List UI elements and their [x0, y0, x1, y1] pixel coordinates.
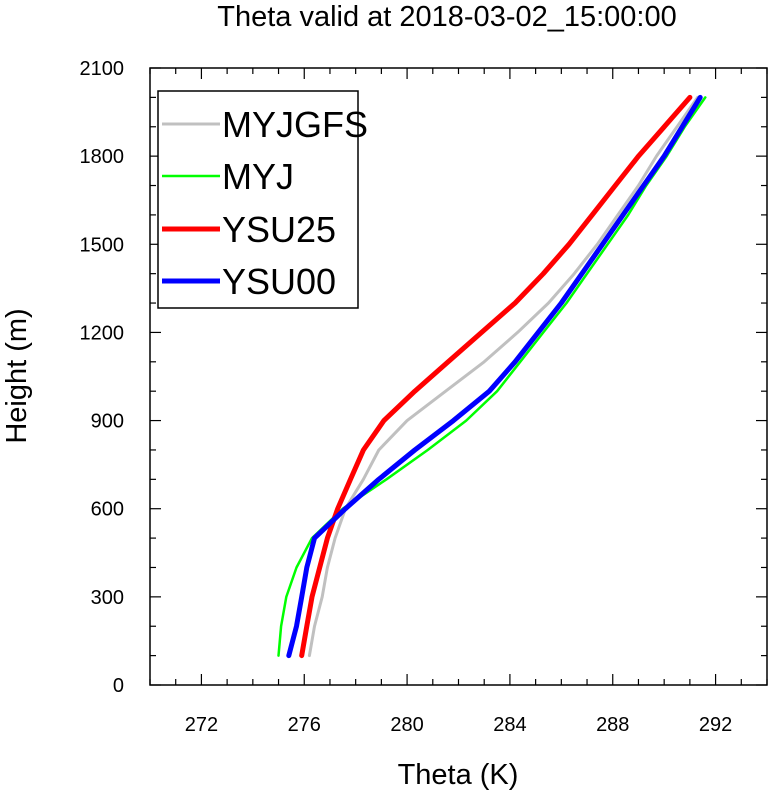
- y-tick-label: 300: [91, 587, 124, 609]
- legend: MYJGFS MYJ YSU25 YSU00: [157, 90, 368, 309]
- series-line-ysu25: [299, 94, 693, 659]
- y-tick-label: 1500: [80, 234, 125, 256]
- x-tick-label: 280: [390, 714, 423, 736]
- legend-label-ysu00: YSU00: [222, 261, 336, 302]
- series-line-ysu00: [286, 94, 703, 659]
- y-tick-label: 1200: [80, 322, 125, 344]
- legend-label-myjgfs: MYJGFS: [222, 104, 368, 145]
- y-axis-label: Height (m): [1, 308, 33, 443]
- x-tick-label: 276: [288, 714, 321, 736]
- y-tick-label: 600: [91, 499, 124, 521]
- x-tick-label: 292: [699, 714, 732, 736]
- legend-label-ysu25: YSU25: [222, 209, 336, 250]
- axis-ticks: [149, 67, 768, 686]
- axis-tick-labels: 272 276 280 284 288 292 0 300 600 900 1200 1500 1800…: [80, 58, 733, 736]
- legend-label-myj: MYJ: [222, 156, 294, 197]
- y-tick-label: 1800: [80, 146, 125, 168]
- series-lines: [277, 94, 707, 659]
- y-tick-label: 0: [113, 675, 124, 697]
- chart-title: Theta valid at 2018-03-02_15:00:00: [217, 1, 677, 33]
- x-tick-label: 272: [185, 714, 218, 736]
- y-tick-label: 900: [91, 411, 124, 433]
- x-tick-label: 284: [493, 714, 526, 736]
- y-tick-label: 2100: [80, 58, 125, 80]
- legend-box: [157, 90, 359, 309]
- x-axis-label: Theta (K): [398, 759, 519, 791]
- series-line-myjgfs: [307, 95, 700, 658]
- x-tick-label: 288: [596, 714, 629, 736]
